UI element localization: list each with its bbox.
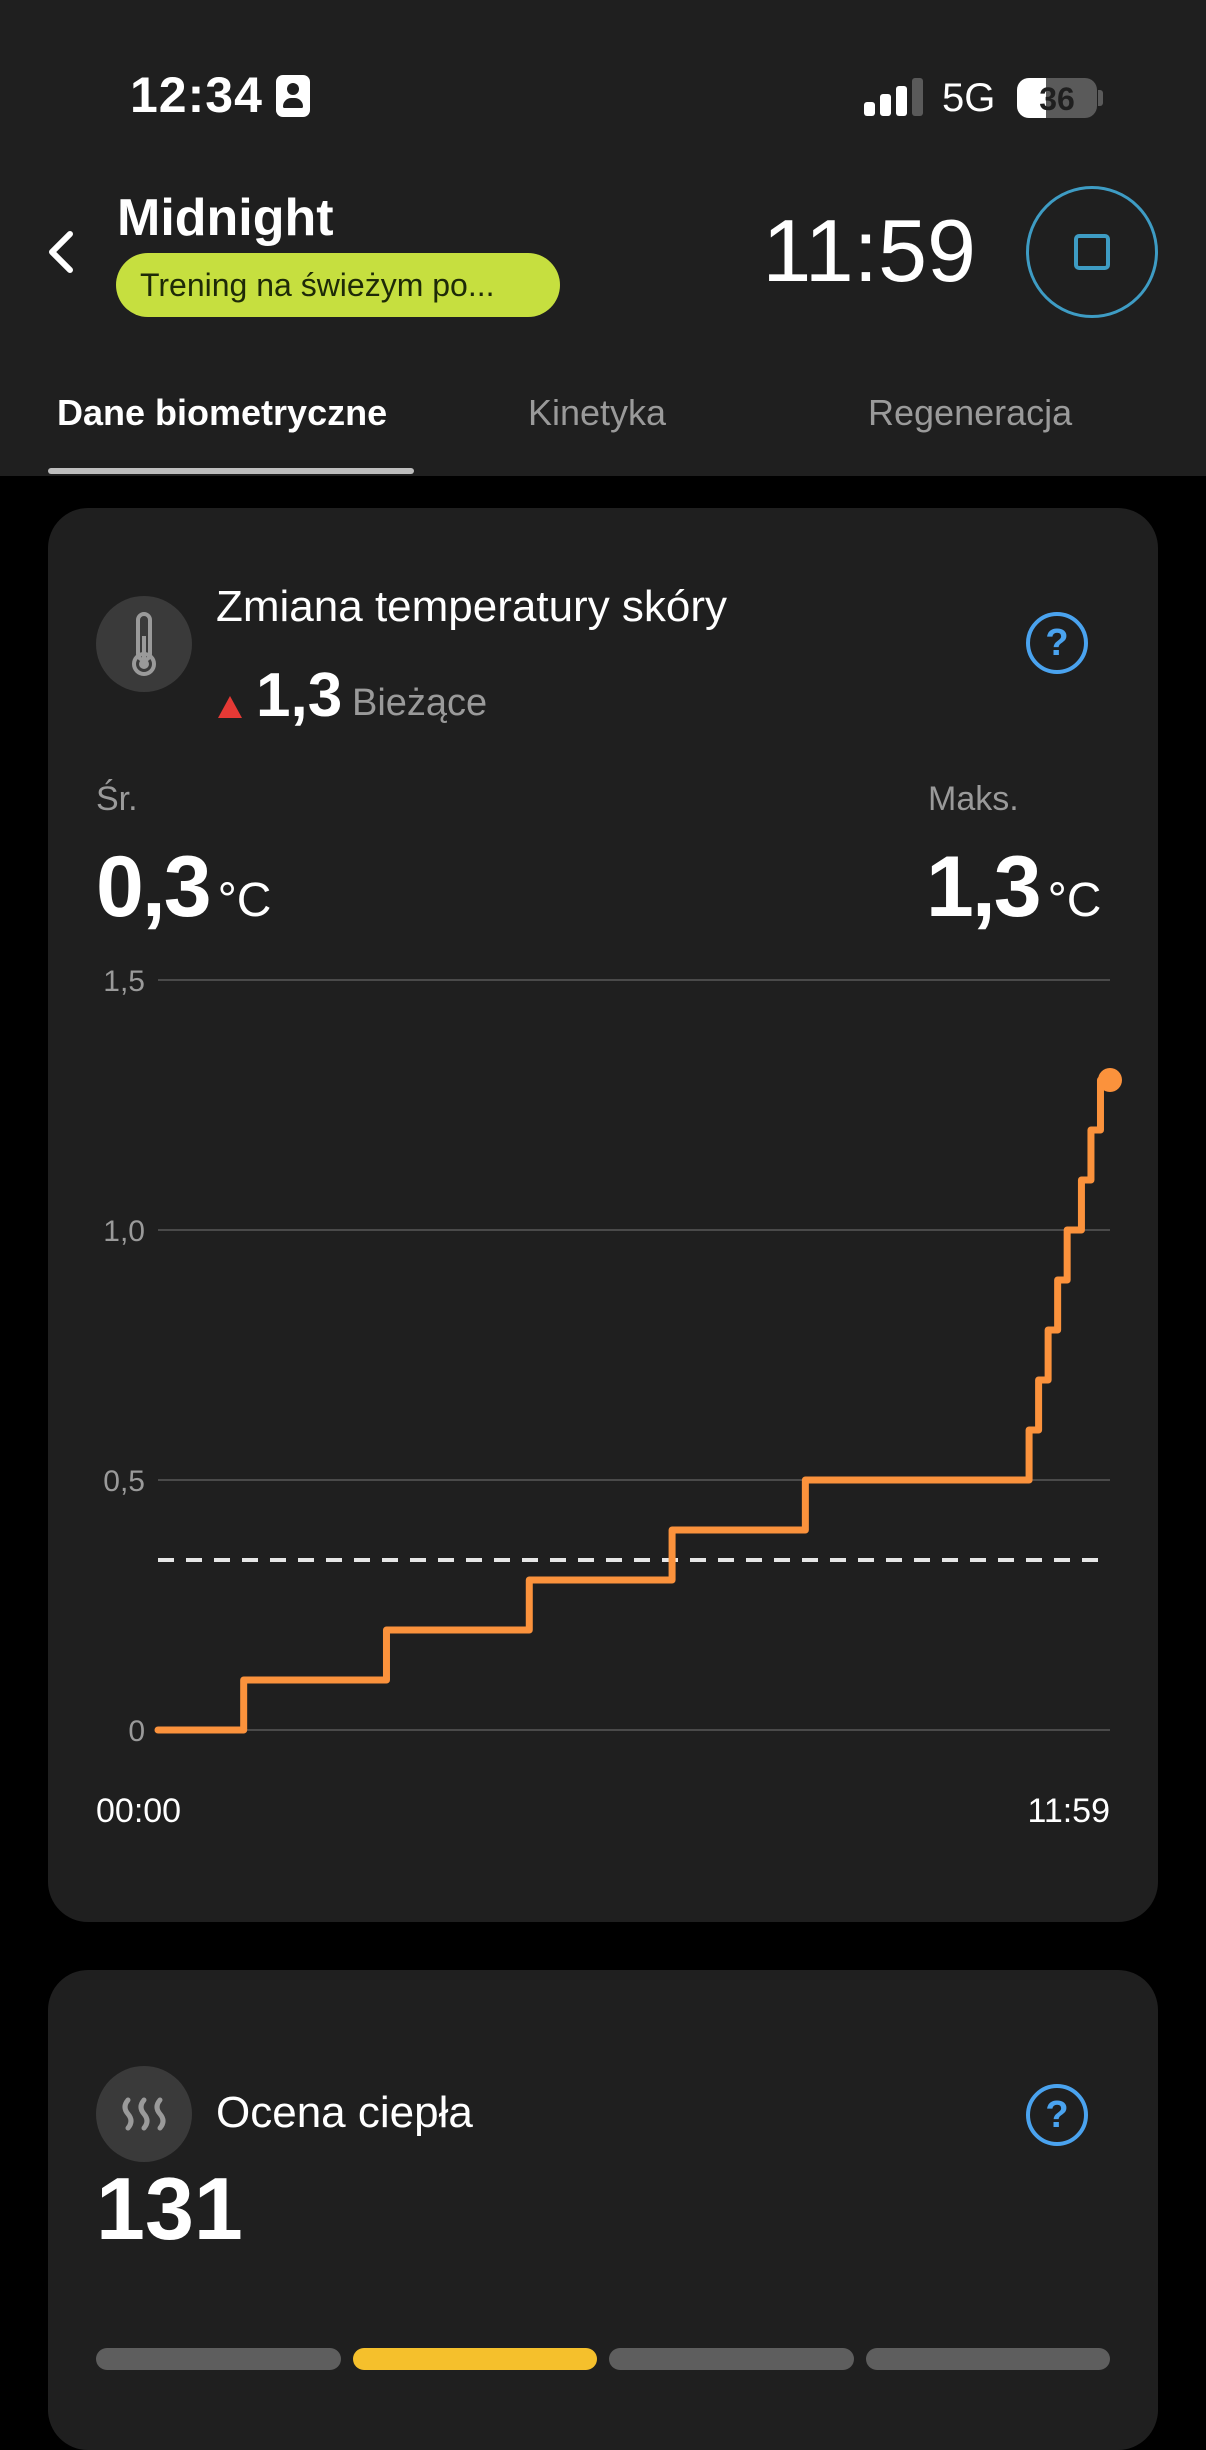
y-tick-label: 1,0 [103, 1215, 145, 1248]
y-tick-label: 0 [128, 1715, 145, 1748]
y-tick-label: 0,5 [103, 1465, 145, 1498]
network-type: 5G [942, 76, 996, 120]
current-point [1098, 1068, 1122, 1092]
avg-unit: °C [217, 874, 272, 927]
contact-card-icon [276, 75, 310, 117]
card-title: Ocena ciepła [216, 2088, 473, 2137]
trend-up-icon [218, 696, 242, 718]
max-unit: °C [1047, 874, 1102, 927]
tab-kinetics[interactable]: Kinetyka [528, 392, 667, 433]
battery-icon: 36 [1017, 78, 1097, 118]
scale-segment [865, 2348, 1110, 2370]
avg-label: Śr. [96, 780, 138, 818]
workout-type-badge[interactable]: Trening na świeżym po... [116, 253, 560, 317]
chevron-left-icon [49, 231, 73, 273]
series-line [154, 1076, 1114, 1734]
heat-score-card: Ocena ciepła ? 131 [48, 1970, 1158, 2450]
scale-segment [352, 2348, 597, 2370]
avg-number: 0,3 [96, 839, 212, 935]
help-icon[interactable]: ? [1026, 612, 1088, 674]
cellular-signal-icon [864, 78, 924, 116]
current-value: 1,3 [256, 661, 343, 730]
max-label: Maks. [928, 780, 1019, 818]
thermometer-icon [96, 596, 192, 692]
stop-icon [1074, 234, 1110, 270]
x-tick-label: 00:00 [96, 1792, 181, 1830]
skin-temperature-chart: 1,5 1,0 0,5 0 00:00 11:59 [96, 965, 1122, 1830]
max-number: 1,3 [926, 839, 1042, 935]
y-tick-label: 1,5 [103, 965, 145, 998]
heat-waves-icon [96, 2066, 192, 2162]
avg-value: 0,3 °C [96, 838, 271, 937]
status-time: 12:34 [130, 67, 263, 123]
heat-score-value: 131 [96, 2159, 243, 2258]
x-tick-label: 11:59 [1027, 1792, 1110, 1830]
skin-temperature-card: Zmiana temperatury skóry 1,3 Bieżące ? Ś… [48, 508, 1158, 1922]
active-tab-indicator [48, 468, 414, 474]
scale-segment [609, 2348, 854, 2370]
tab-biometrics[interactable]: Dane biometryczne [57, 392, 388, 433]
app-header: 12:34 5G 36 Midnight Trening na świeżym … [0, 0, 1206, 476]
workout-title: Midnight [117, 189, 334, 247]
elapsed-time: 11:59 [762, 201, 976, 300]
stop-workout-button[interactable] [1026, 186, 1158, 318]
current-label: Bieżące [352, 682, 488, 724]
back-button[interactable] [40, 222, 84, 282]
tab-recovery[interactable]: Regeneracja [868, 392, 1073, 433]
scale-segment [96, 2348, 341, 2370]
help-icon[interactable]: ? [1026, 2084, 1088, 2146]
card-title: Zmiana temperatury skóry [216, 582, 728, 631]
max-value: 1,3 °C [926, 838, 1101, 937]
battery-percent: 36 [1039, 81, 1075, 117]
